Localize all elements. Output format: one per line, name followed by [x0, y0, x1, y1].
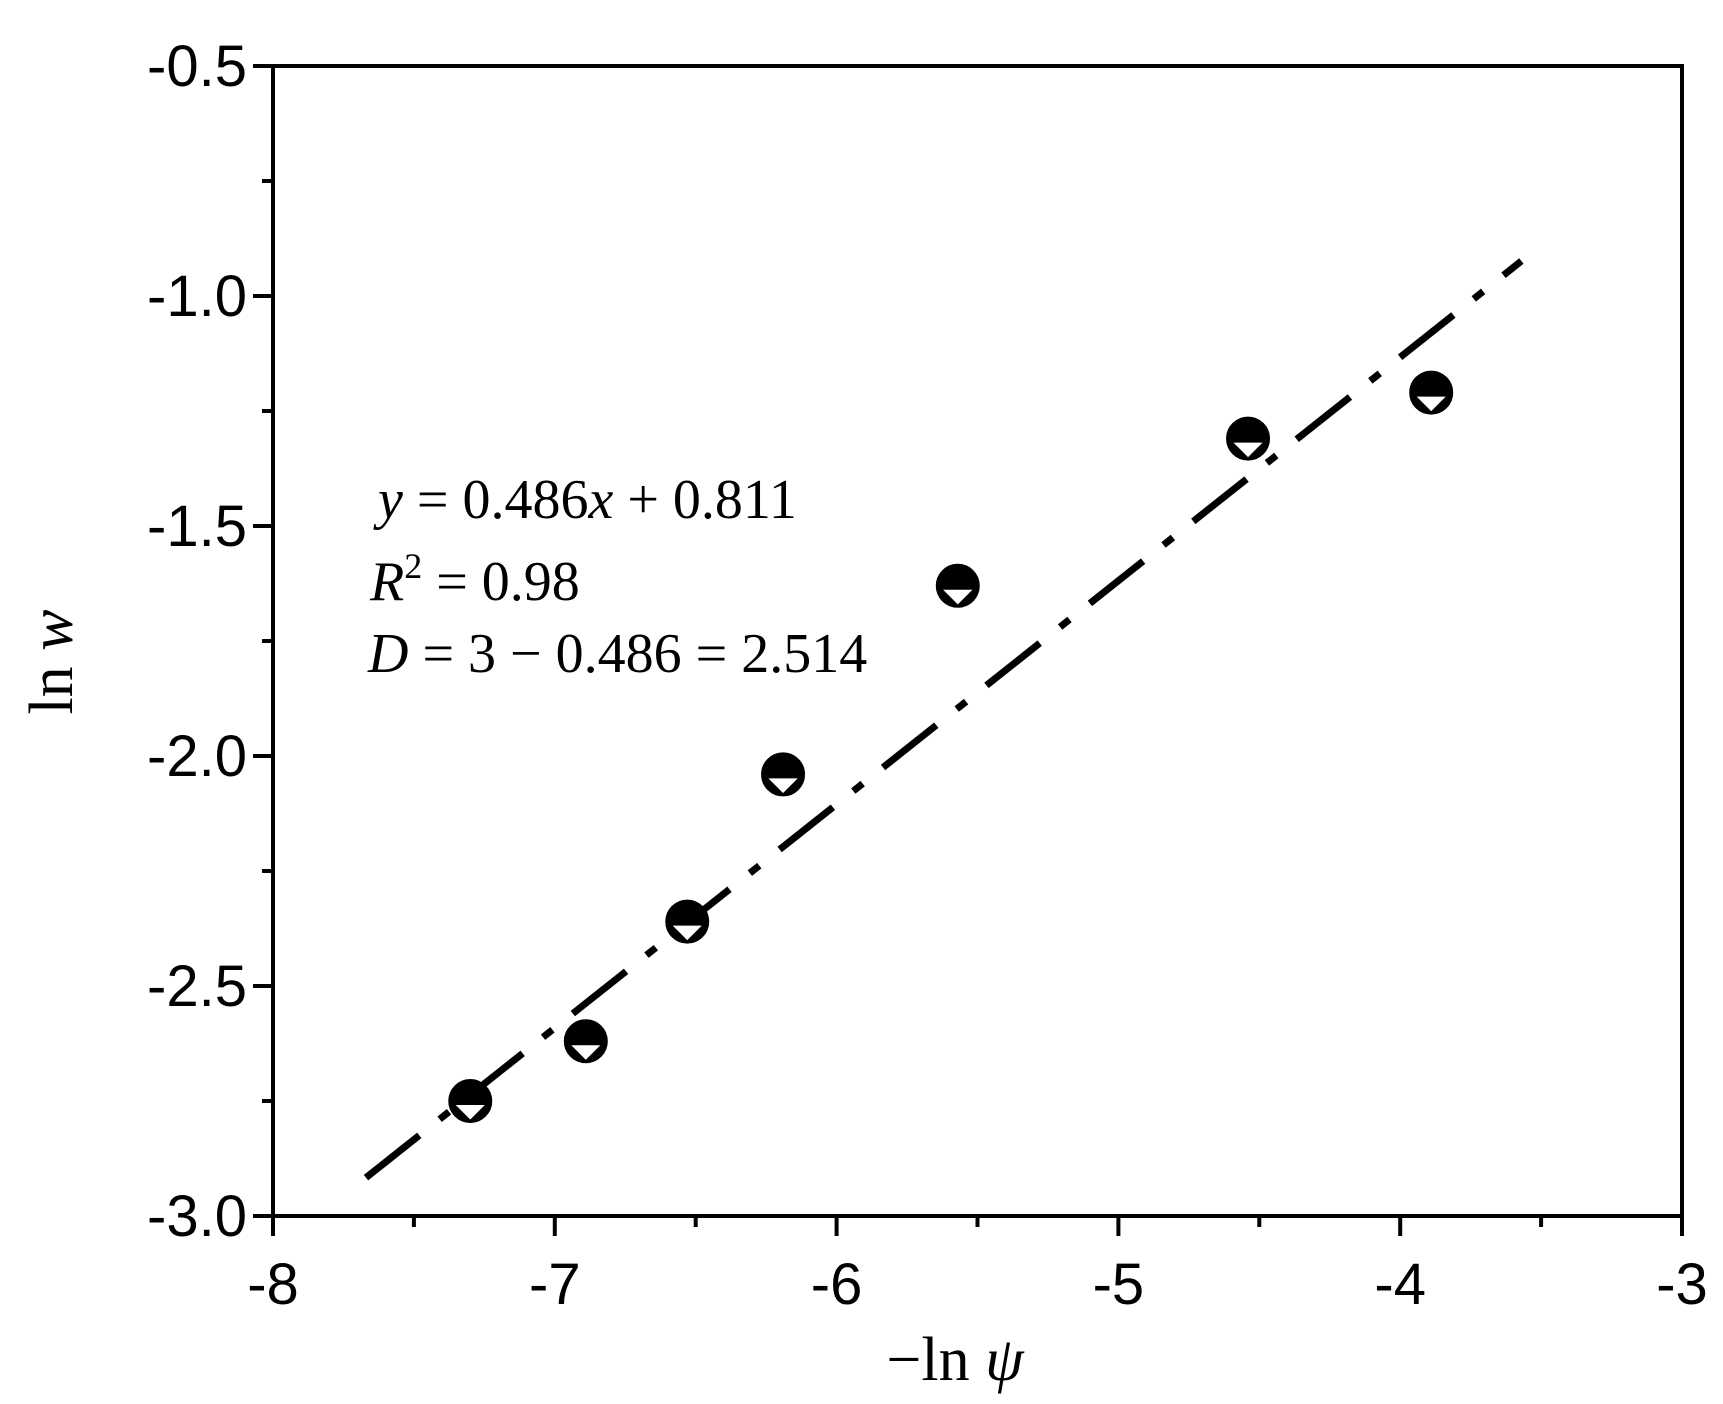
y-axis-title: ln w — [18, 609, 86, 714]
point-triangle — [938, 587, 978, 608]
fit-equation: y = 0.486x + 0.811 — [373, 469, 797, 531]
y-axis-title-var: w — [18, 609, 86, 650]
data-point — [563, 1019, 608, 1064]
data-point — [935, 563, 980, 608]
point-triangle — [763, 776, 803, 796]
y-tick-label: -1.5 — [147, 494, 247, 559]
y-tick-label: -1.0 — [147, 264, 247, 329]
point-triangle — [566, 1043, 606, 1063]
x-tick-label: -5 — [1093, 1252, 1145, 1317]
fractal-dimension: D = 3 − 0.486 = 2.514 — [367, 623, 867, 685]
point-triangle — [667, 923, 707, 944]
y-axis-title-space — [18, 651, 86, 667]
data-point — [665, 899, 710, 944]
r-symbol: R — [369, 551, 404, 613]
x-tick-label: -6 — [811, 1252, 863, 1317]
x-tick-label: -4 — [1374, 1252, 1426, 1317]
data-point — [1226, 416, 1271, 461]
y-tick-label: -3.0 — [147, 1184, 247, 1249]
x-axis-title: −ln ψ — [886, 1326, 1025, 1394]
x-tick-label: -3 — [1656, 1252, 1708, 1317]
x-tick-label: -8 — [247, 1252, 299, 1317]
data-points — [448, 370, 1454, 1123]
r-squared: R2 = 0.98 — [369, 546, 580, 613]
equation-x: x — [587, 469, 613, 531]
data-point — [1409, 370, 1454, 415]
equation-slope: = 0.486 — [403, 469, 589, 531]
x-axis-title-prefix: −ln — [886, 1326, 969, 1394]
point-triangle — [1228, 440, 1268, 461]
y-axis-ticks: -3.0 -2.5 -2.0 -1.5 -1.0 -0.5 — [147, 34, 273, 1249]
y-tick-label: -2.0 — [147, 724, 247, 789]
y-axis-title-prefix: ln — [18, 666, 86, 714]
r-superscript: 2 — [404, 546, 422, 586]
point-triangle — [1411, 394, 1451, 415]
d-symbol: D — [367, 623, 408, 685]
equation-y: y — [373, 469, 403, 531]
equation-intercept: + 0.811 — [613, 469, 797, 531]
x-tick-label: -7 — [529, 1252, 581, 1317]
y-tick-label: -2.5 — [147, 954, 247, 1019]
data-point — [448, 1079, 493, 1123]
x-axis-title-space — [970, 1326, 986, 1394]
r-value: = 0.98 — [422, 551, 580, 613]
fit-line-group — [363, 258, 1524, 1181]
fit-line — [363, 258, 1524, 1181]
plot-frame — [271, 64, 1684, 1218]
data-point — [761, 752, 806, 797]
x-axis-title-var: ψ — [985, 1326, 1025, 1394]
d-value: = 3 − 0.486 = 2.514 — [408, 623, 867, 685]
point-triangle — [450, 1103, 490, 1123]
y-tick-label: -0.5 — [147, 34, 247, 99]
x-axis-ticks: -8 -7 -6 -5 -4 -3 — [247, 1216, 1708, 1317]
